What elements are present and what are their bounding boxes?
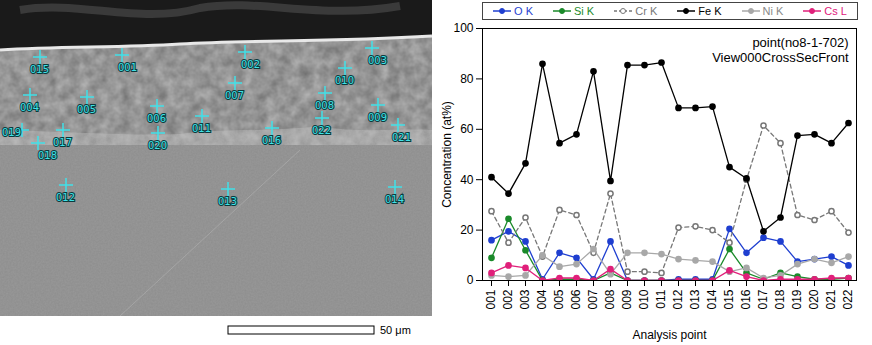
svg-text:009: 009 xyxy=(368,112,387,123)
svg-text:005: 005 xyxy=(552,289,566,309)
svg-text:001: 001 xyxy=(118,62,137,73)
svg-text:006: 006 xyxy=(147,113,166,124)
svg-text:40: 40 xyxy=(460,173,474,187)
svg-text:016: 016 xyxy=(739,289,753,309)
svg-text:003: 003 xyxy=(368,55,387,66)
svg-text:001: 001 xyxy=(484,289,498,309)
svg-text:008: 008 xyxy=(603,289,617,309)
svg-text:point(no8-1-702)View000CrossSe: point(no8-1-702)View000CrossSecFront xyxy=(712,35,849,65)
svg-text:017: 017 xyxy=(53,137,72,148)
svg-text:20: 20 xyxy=(460,223,474,237)
svg-text:016: 016 xyxy=(262,135,281,146)
svg-text:012: 012 xyxy=(56,192,75,203)
svg-text:013: 013 xyxy=(688,289,702,309)
html-text:O K: O K xyxy=(514,5,533,17)
html-text:Si K: Si K xyxy=(574,5,595,17)
svg-text:015: 015 xyxy=(722,289,736,309)
html-text:Cr K: Cr K xyxy=(635,5,658,17)
html-text:Ni K: Ni K xyxy=(762,5,784,17)
svg-text:008: 008 xyxy=(315,100,334,111)
html-text:Fe K: Fe K xyxy=(698,5,722,17)
svg-text:019: 019 xyxy=(2,127,21,138)
svg-text:021: 021 xyxy=(824,289,838,309)
svg-text:010: 010 xyxy=(335,75,354,86)
svg-text:50 μm: 50 μm xyxy=(380,324,411,336)
svg-text:015: 015 xyxy=(30,64,49,75)
svg-text:018: 018 xyxy=(773,289,787,309)
svg-text:013: 013 xyxy=(218,196,237,207)
svg-text:019: 019 xyxy=(790,289,804,309)
svg-text:007: 007 xyxy=(586,289,600,309)
svg-text:010: 010 xyxy=(637,289,651,309)
svg-text:011: 011 xyxy=(654,289,668,308)
svg-text:017: 017 xyxy=(756,289,770,309)
svg-text:009: 009 xyxy=(620,289,634,309)
svg-text:012: 012 xyxy=(671,289,685,309)
svg-text:007: 007 xyxy=(225,90,244,101)
svg-text:100: 100 xyxy=(453,21,473,35)
svg-text:003: 003 xyxy=(518,289,532,309)
html-text:Cs L: Cs L xyxy=(824,5,847,17)
svg-text:020: 020 xyxy=(807,289,821,309)
svg-text:020: 020 xyxy=(148,140,167,151)
svg-text:004: 004 xyxy=(20,102,39,113)
svg-text:002: 002 xyxy=(241,59,260,70)
svg-text:021: 021 xyxy=(392,132,411,143)
svg-text:022: 022 xyxy=(841,289,855,309)
svg-text:60: 60 xyxy=(460,122,474,136)
svg-text:Concentration (at%): Concentration (at%) xyxy=(440,101,454,208)
svg-text:006: 006 xyxy=(569,289,583,309)
svg-text:014: 014 xyxy=(385,194,404,205)
svg-text:014: 014 xyxy=(705,289,719,309)
svg-text:004: 004 xyxy=(535,289,549,309)
svg-text:002: 002 xyxy=(501,289,515,309)
svg-text:80: 80 xyxy=(460,72,474,86)
svg-text:022: 022 xyxy=(312,125,331,136)
svg-text:018: 018 xyxy=(38,150,57,161)
svg-text:0: 0 xyxy=(467,273,474,287)
svg-text:Analysis point: Analysis point xyxy=(632,328,707,342)
svg-text:011: 011 xyxy=(192,123,211,134)
svg-text:005: 005 xyxy=(77,104,96,115)
